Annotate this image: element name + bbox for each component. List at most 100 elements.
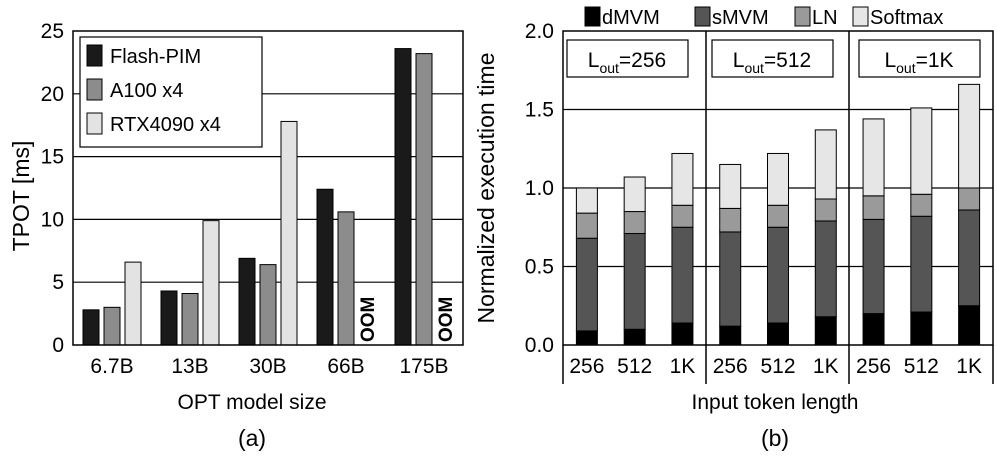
panel-a-x-tick-label: 30B [249, 355, 286, 378]
panel-b-x-tick-label: 256 [713, 355, 748, 378]
stack-segment-dmvm [719, 325, 742, 346]
stack-segment-smvm [575, 237, 598, 332]
panel-a-x-axis-label: OPT model size [178, 391, 327, 414]
group-label-lout-512: Lout=512 [733, 49, 811, 76]
bar-flash-pim-30b [238, 257, 256, 346]
stack-segment-softmax [767, 152, 789, 206]
bar-flash-pim-6-7b [82, 309, 100, 346]
stack-segment-smvm [671, 226, 694, 324]
stack-segment-ln [767, 204, 789, 228]
panel-b-y-tick-label: 0.0 [525, 334, 554, 357]
legend-swatch-softmax [852, 6, 869, 27]
panel-b-caption: (b) [761, 425, 789, 451]
stack-segment-smvm [767, 226, 789, 324]
stack-segment-softmax [623, 176, 646, 213]
panel-a-plot-frame [72, 30, 464, 346]
panel-a-x-tick-label: 6.7B [90, 355, 133, 378]
stack-segment-smvm [623, 233, 646, 330]
group-label-lout-256: Lout=256 [588, 49, 666, 76]
legend-label-flash-pim: Flash-PIM [110, 46, 201, 68]
legend-label-rtx4090: RTX4090 x4 [110, 114, 221, 136]
group-label-box-512 [711, 39, 834, 78]
stack-segment-ln [814, 198, 837, 222]
panel-a-x-tick-label: 13B [171, 355, 208, 378]
bar-a100-x4-13b [181, 293, 199, 346]
panel-a-y-tick-label: 0 [52, 334, 64, 357]
panel-b-x-tick-label: 512 [617, 355, 652, 378]
bar-flash-pim-175b [394, 48, 412, 346]
group-label-main: L [884, 49, 896, 72]
oom-annotation: OOM [358, 297, 379, 342]
panel-b-x-tick-label: 256 [856, 355, 891, 378]
panel-b-x-ticks: 256 512 1K 256 512 1K 256 512 1K [569, 355, 982, 378]
stack-segment-softmax [671, 152, 694, 206]
stack-segment-ln [671, 204, 694, 228]
panel-a-legend-box [79, 36, 263, 148]
stack-segment-ln [719, 207, 742, 233]
group-label-sub: out [896, 60, 916, 76]
panel-a-bars: OOM OOM [82, 48, 457, 346]
group-label-main: L [733, 49, 745, 72]
group-label-value: =512 [764, 49, 811, 72]
panel-a-y-tick-label: 20 [41, 83, 64, 106]
stack-segment-dmvm [958, 305, 981, 346]
group-label-box-1k [858, 39, 981, 78]
stack-segment-smvm [719, 231, 742, 327]
panel-b-chart: dMVM sMVM LN Softmax Normalized executio… [473, 6, 994, 451]
stack-segment-ln [575, 212, 598, 239]
group-label-lout-1k: Lout=1K [884, 49, 953, 76]
stack-segment-softmax [719, 163, 742, 209]
panel-b-group-labels: Lout=256 Lout=512 Lout=1K [566, 39, 981, 78]
panel-a-legend: Flash-PIM A100 x4 RTX4090 x4 [79, 36, 263, 148]
panel-b-plot-frame [562, 30, 994, 346]
stack-segment-ln [958, 187, 981, 211]
group-label-value: =1K [916, 49, 954, 72]
stack-segment-dmvm [862, 313, 885, 346]
stack-segment-dmvm [814, 316, 837, 346]
legend-swatch-flash-pim [86, 44, 103, 67]
panel-b-y-axis-label: Normalized execution time [473, 52, 499, 323]
panel-b-x-tick-label: 512 [760, 355, 795, 378]
panel-a-x-tick-label: 175B [399, 355, 448, 378]
panel-b-x-tick-label: 256 [569, 355, 604, 378]
group-label-sub: out [744, 60, 764, 76]
group-label-sub: out [599, 60, 619, 76]
panel-a-y-tick-label: 25 [41, 20, 64, 43]
panel-a-y-tick-label: 5 [52, 271, 64, 294]
panel-a-chart: TPOT [ms] 0 5 10 15 20 25 OOM OOM 6.7B 13B 30B 66… [8, 20, 464, 451]
legend-label-smvm: sMVM [712, 7, 769, 29]
stack-segment-softmax [575, 187, 598, 214]
bar-rtx4090-x4-13b [202, 220, 220, 346]
bar-flash-pim-66b [316, 188, 334, 346]
panel-b-x-tick-label: 1K [956, 355, 982, 378]
panel-b-y-tick-label: 0.5 [525, 256, 554, 279]
panel-a-y-tick-label: 15 [41, 146, 64, 169]
stack-segment-softmax [814, 129, 837, 200]
stack-segment-softmax [958, 83, 981, 189]
panel-b-y-tick-label: 1.0 [525, 177, 554, 200]
group-label-main: L [588, 49, 600, 72]
stack-segment-smvm [862, 218, 885, 315]
panel-b-bars [575, 83, 981, 346]
group-label-box-256 [566, 39, 689, 78]
panel-a-x-tick-label: 66B [327, 355, 364, 378]
stack-segment-smvm [958, 209, 981, 307]
bar-a100-x4-66b [337, 211, 355, 346]
panel-a-y-ticks: 0 5 10 15 20 25 [41, 20, 64, 357]
panel-b-x-tick-label: 1K [670, 355, 696, 378]
stack-segment-smvm [910, 215, 933, 313]
bar-a100-x4-175b [415, 53, 433, 346]
stack-segment-dmvm [671, 322, 694, 346]
bar-rtx4090-x4-6-7b [124, 261, 142, 346]
panel-a-caption: (a) [238, 425, 266, 451]
bar-a100-x4-30b [259, 264, 277, 346]
legend-swatch-smvm [694, 6, 711, 27]
stack-segment-dmvm [910, 311, 933, 346]
legend-swatch-dmvm [584, 6, 601, 27]
panel-b-y-ticks: 0.0 0.5 1.0 1.5 2.0 [525, 20, 554, 357]
bar-a100-x4-6-7b [103, 306, 121, 346]
legend-swatch-a100 [86, 78, 103, 101]
legend-label-dmvm: dMVM [602, 7, 660, 29]
stack-segment-smvm [814, 220, 837, 318]
